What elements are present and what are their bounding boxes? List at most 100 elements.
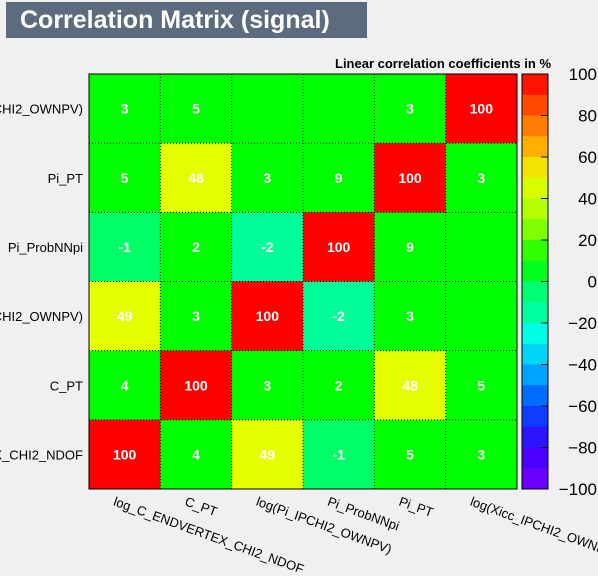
cell-value-label: 48: [188, 170, 204, 186]
cell-value-label: 100: [470, 101, 494, 117]
heatmap-cell: [303, 74, 375, 144]
cell-value-label: 4: [192, 446, 200, 462]
x-tick-label: log(Pi_IPCHI2_OWNPV): [254, 494, 394, 557]
heatmap-cells: 3 5 3 100 5 48 3 9 100 3 -1 2 -2 100 9 49 3 100 -2 3 4 100 3 2 4…: [89, 74, 518, 490]
color-scale-labels: 100 80 60 40 20 0 −20 −40 −60 −80 −100: [541, 65, 597, 499]
cell-value-label: 100: [398, 170, 422, 186]
heatmap-cell: [303, 143, 375, 213]
cell-value-label: 49: [117, 308, 133, 324]
heatmap-cell: [89, 281, 161, 352]
heatmap-cell: [445, 74, 518, 144]
heatmap-cell: [160, 143, 233, 213]
cell-value-label: 3: [192, 308, 200, 324]
heatmap-cell: [374, 143, 447, 213]
chart-subtitle: Linear correlation coefficients in %: [335, 56, 551, 71]
cell-value-label: 2: [335, 377, 343, 393]
plot-frame: [88, 73, 518, 490]
chart-title: Correlation Matrix (signal): [6, 2, 367, 38]
color-scale-tick-label: −20: [568, 314, 597, 333]
heatmap-cell: [160, 419, 233, 490]
cell-value-label: 3: [477, 446, 485, 462]
x-tick-label: C_PT: [183, 494, 219, 519]
color-scale-band: [522, 260, 548, 282]
heatmap-cell: [231, 281, 304, 352]
cell-value-label: 9: [335, 170, 343, 186]
heatmap-cell: [160, 281, 233, 352]
y-tick-label: Pi_PT: [48, 171, 83, 186]
cell-value-label: 3: [263, 377, 271, 393]
color-scale-band: [522, 177, 548, 199]
cell-value-label: 100: [256, 308, 280, 324]
heatmap-cell: [231, 350, 304, 421]
cell-value-label: 3: [121, 101, 129, 117]
heatmap-cell: [89, 143, 161, 213]
heatmap-cell: [231, 143, 304, 213]
cell-value-label: 5: [192, 101, 200, 117]
heatmap-cell: [303, 419, 375, 490]
heatmap-cell: [445, 212, 518, 282]
color-scale-tick-label: 60: [578, 148, 597, 167]
heatmap-cell: [445, 281, 518, 352]
y-tick-label: log(Xicc_IPCHI2_OWNPV): [0, 102, 83, 117]
cell-value-label: 5: [477, 377, 485, 393]
heatmap-cell: [231, 212, 304, 282]
color-scale-band: [522, 281, 548, 303]
cell-value-label: -1: [118, 239, 131, 255]
heatmap-cell: [160, 212, 233, 282]
heatmap-cell: [374, 74, 447, 144]
color-scale-tick-label: −60: [568, 397, 597, 416]
cell-value-label: 5: [406, 446, 414, 462]
color-scale-tick-label: −100: [559, 480, 597, 499]
color-scale-bar: [521, 73, 549, 490]
heatmap-cell: [303, 281, 375, 352]
heatmap-cell: [303, 212, 375, 282]
color-scale-band: [522, 447, 548, 469]
color-scale-band: [522, 136, 548, 158]
color-scale-tick-label: 80: [578, 107, 597, 126]
cell-value-label: 5: [121, 170, 129, 186]
color-scale-band: [522, 198, 548, 220]
cell-value-label: 49: [260, 446, 276, 462]
cell-value-label: 48: [402, 377, 418, 393]
color-scale-band: [522, 468, 548, 490]
cell-value-label: 100: [113, 446, 137, 462]
color-scale-tick-label: 100: [569, 65, 597, 84]
color-scale-band: [522, 157, 548, 179]
color-scale-band: [522, 323, 548, 345]
cell-value-label: 3: [477, 170, 485, 186]
heatmap-cell: [160, 74, 233, 144]
cell-value-label: 3: [263, 170, 271, 186]
heatmap-cell: [231, 74, 304, 144]
color-scale-band: [522, 426, 548, 448]
y-tick-label: log_C_ENDVERTEX_CHI2_NDOF: [0, 447, 83, 462]
color-scale-tick-label: 0: [588, 273, 597, 292]
color-scale-band: [522, 364, 548, 386]
cell-value-label: -1: [332, 446, 345, 462]
heatmap-cell: [374, 350, 447, 421]
cell-value-label: 3: [406, 101, 414, 117]
color-scale-tick-label: 40: [578, 190, 597, 209]
color-scale-band: [522, 240, 548, 262]
y-tick-label: Pi_ProbNNpi: [8, 240, 83, 255]
cell-value-label: 100: [184, 377, 208, 393]
y-axis-labels: log(Xicc_IPCHI2_OWNPV) Pi_PT Pi_ProbNNpilo…: [0, 102, 83, 463]
heatmap-cell: [445, 143, 518, 213]
heatmap-cell: [374, 212, 447, 282]
x-tick-label: Pi_PT: [397, 494, 435, 520]
x-tick-label: log(Xicc_IPCHI2_OWNPV): [468, 494, 598, 561]
heatmap-cell: [374, 419, 447, 490]
heatmap-cell: [89, 212, 161, 282]
color-scale-band: [522, 385, 548, 407]
heatmap-cell: [89, 419, 161, 490]
cell-value-label: 4: [121, 377, 129, 393]
color-scale-band: [522, 219, 548, 241]
cell-value-label: -2: [332, 308, 345, 324]
heatmap-cell: [160, 350, 233, 421]
color-scale-band: [522, 74, 548, 96]
color-scale-tick-label: −80: [568, 439, 597, 458]
color-scale-band: [522, 115, 548, 137]
heatmap-cell: [374, 281, 447, 352]
color-scale-band: [522, 343, 548, 365]
